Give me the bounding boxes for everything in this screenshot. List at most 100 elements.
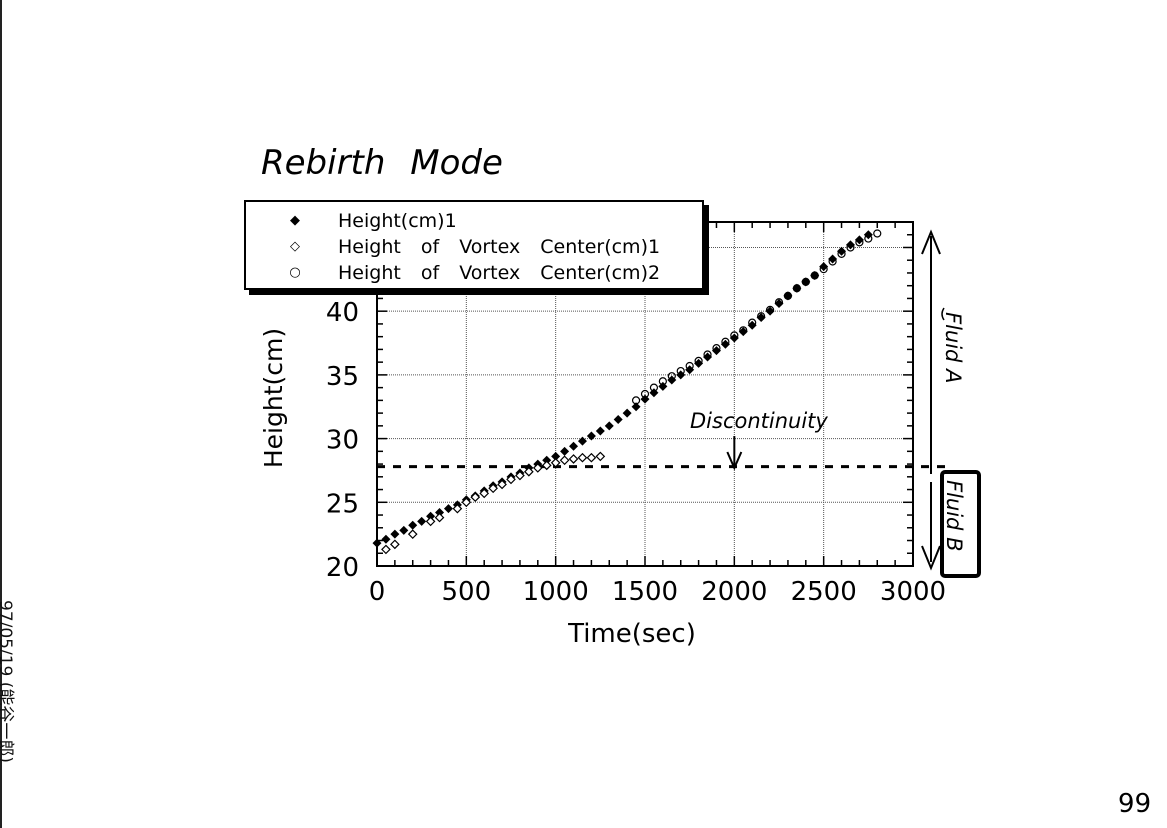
data-point-filled-diamond [747, 320, 757, 330]
data-point-filled-diamond [694, 358, 704, 368]
data-point-open-circle [783, 291, 793, 300]
data-point-open-diamond [488, 483, 498, 494]
data-point-open-diamond [586, 452, 597, 463]
data-point-open-diamond [381, 544, 391, 555]
data-point-open-circle [730, 331, 739, 340]
data-point-open-diamond [407, 529, 418, 539]
legend-marker-open-diamond: ◇ [290, 239, 300, 254]
data-point-filled-diamond [631, 402, 641, 412]
x-tick-label: 500 [442, 577, 492, 607]
data-point-open-circle [864, 234, 873, 243]
data-point-open-circle [739, 326, 748, 335]
data-point-open-circle [792, 284, 801, 293]
data-point-open-circle [810, 271, 819, 280]
data-point-open-diamond [434, 512, 445, 523]
data-point-open-diamond [506, 474, 516, 485]
data-point-filled-diamond [426, 511, 436, 521]
x-tick-label: 3000 [880, 577, 946, 607]
data-point-open-diamond [524, 466, 534, 477]
data-point-open-circle [667, 372, 676, 381]
data-point-filled-diamond [738, 327, 748, 337]
data-point-filled-diamond [613, 414, 623, 424]
data-point-filled-diamond [408, 520, 418, 530]
legend-box: ◆ Height(cm)1 ◇ Height of Vortex Center(… [244, 200, 704, 290]
data-point-open-circle [819, 265, 828, 274]
x-tick-label: 0 [369, 577, 386, 607]
y-tick-label: 40 [326, 298, 359, 328]
data-point-open-circle [765, 305, 775, 315]
data-point-open-diamond [452, 503, 463, 514]
data-point-filled-diamond [729, 333, 739, 343]
fluid-a-arrowhead [921, 229, 941, 255]
data-point-open-circle [631, 396, 641, 405]
y-axis-label: Height(cm) [259, 328, 288, 468]
data-point-filled-diamond [569, 441, 579, 451]
legend-label: Height of Vortex Center(cm)2 [338, 262, 661, 284]
data-point-open-circle [757, 312, 766, 321]
data-point-open-diamond [541, 460, 552, 471]
data-point-filled-diamond [720, 339, 730, 349]
data-point-open-diamond [559, 455, 570, 466]
legend-marker-open-circle: ○ [289, 265, 301, 280]
data-point-open-circle [712, 344, 721, 353]
data-point-open-circle [774, 298, 784, 307]
data-point-open-circle [685, 361, 694, 371]
fluid-b-label: Fluid B [942, 480, 966, 551]
data-point-filled-diamond [417, 516, 427, 526]
x-tick-label: 1500 [612, 577, 678, 607]
data-point-open-circle [873, 229, 882, 238]
data-point-filled-diamond [819, 262, 829, 272]
handwritten-date-note: 97/05/19 (能谷一郎) [0, 600, 15, 764]
y-tick-label: 20 [326, 553, 359, 583]
data-point-filled-diamond [542, 455, 552, 465]
page-number: 66 [1118, 786, 1152, 816]
data-point-filled-diamond [604, 421, 614, 431]
data-point-filled-diamond [711, 346, 721, 356]
discontinuity-arrowhead [726, 451, 743, 471]
fluid-b-highlight-box [940, 470, 981, 578]
x-tick-label: 1000 [523, 577, 589, 607]
y-tick-label: 25 [326, 489, 359, 519]
data-point-open-circle [846, 243, 855, 252]
data-point-filled-diamond [765, 306, 775, 316]
data-point-filled-diamond [399, 525, 409, 535]
data-point-filled-diamond [622, 408, 632, 418]
data-point-filled-diamond [372, 538, 382, 548]
data-point-open-diamond [568, 454, 579, 464]
legend-item-height-1: ◆ Height(cm)1 [246, 208, 702, 234]
data-point-open-circle [855, 238, 864, 247]
data-point-filled-diamond [443, 504, 453, 514]
data-point-open-circle [649, 383, 659, 392]
data-point-open-diamond [515, 470, 525, 481]
data-point-filled-diamond [586, 431, 596, 441]
chart-title: Rebirth Mode [261, 143, 503, 183]
legend-label: Height of Vortex Center(cm)1 [338, 236, 661, 258]
data-point-open-circle [694, 356, 703, 365]
data-point-open-circle [703, 350, 712, 359]
data-point-open-diamond [425, 516, 436, 527]
data-point-filled-diamond [560, 446, 570, 456]
data-point-open-circle [801, 277, 810, 286]
x-axis-label: Time(sec) [567, 619, 696, 649]
data-point-filled-diamond [703, 352, 713, 362]
fluid-a-bracket [941, 307, 945, 321]
legend-label: Height(cm)1 [338, 210, 457, 232]
discontinuity-label: Discontinuity [690, 409, 828, 433]
y-tick-label: 30 [326, 426, 359, 456]
x-tick-label: 2500 [791, 577, 857, 607]
data-point-open-circle [721, 337, 730, 346]
data-point-open-circle [640, 389, 650, 399]
data-point-open-diamond [532, 463, 543, 473]
data-point-open-diamond [550, 457, 561, 468]
data-point-filled-diamond [828, 254, 838, 264]
data-point-filled-diamond [756, 313, 766, 323]
y-tick-label: 35 [326, 362, 359, 392]
data-point-filled-diamond [551, 451, 561, 461]
data-point-filled-diamond [390, 529, 400, 539]
legend-item-vortex-center-1: ◇ Height of Vortex Center(cm)1 [246, 234, 702, 260]
data-point-open-circle [676, 366, 685, 376]
data-point-open-diamond [479, 488, 490, 499]
data-point-filled-diamond [435, 507, 445, 517]
x-tick-label: 2000 [701, 577, 767, 607]
data-point-open-diamond [577, 452, 588, 463]
